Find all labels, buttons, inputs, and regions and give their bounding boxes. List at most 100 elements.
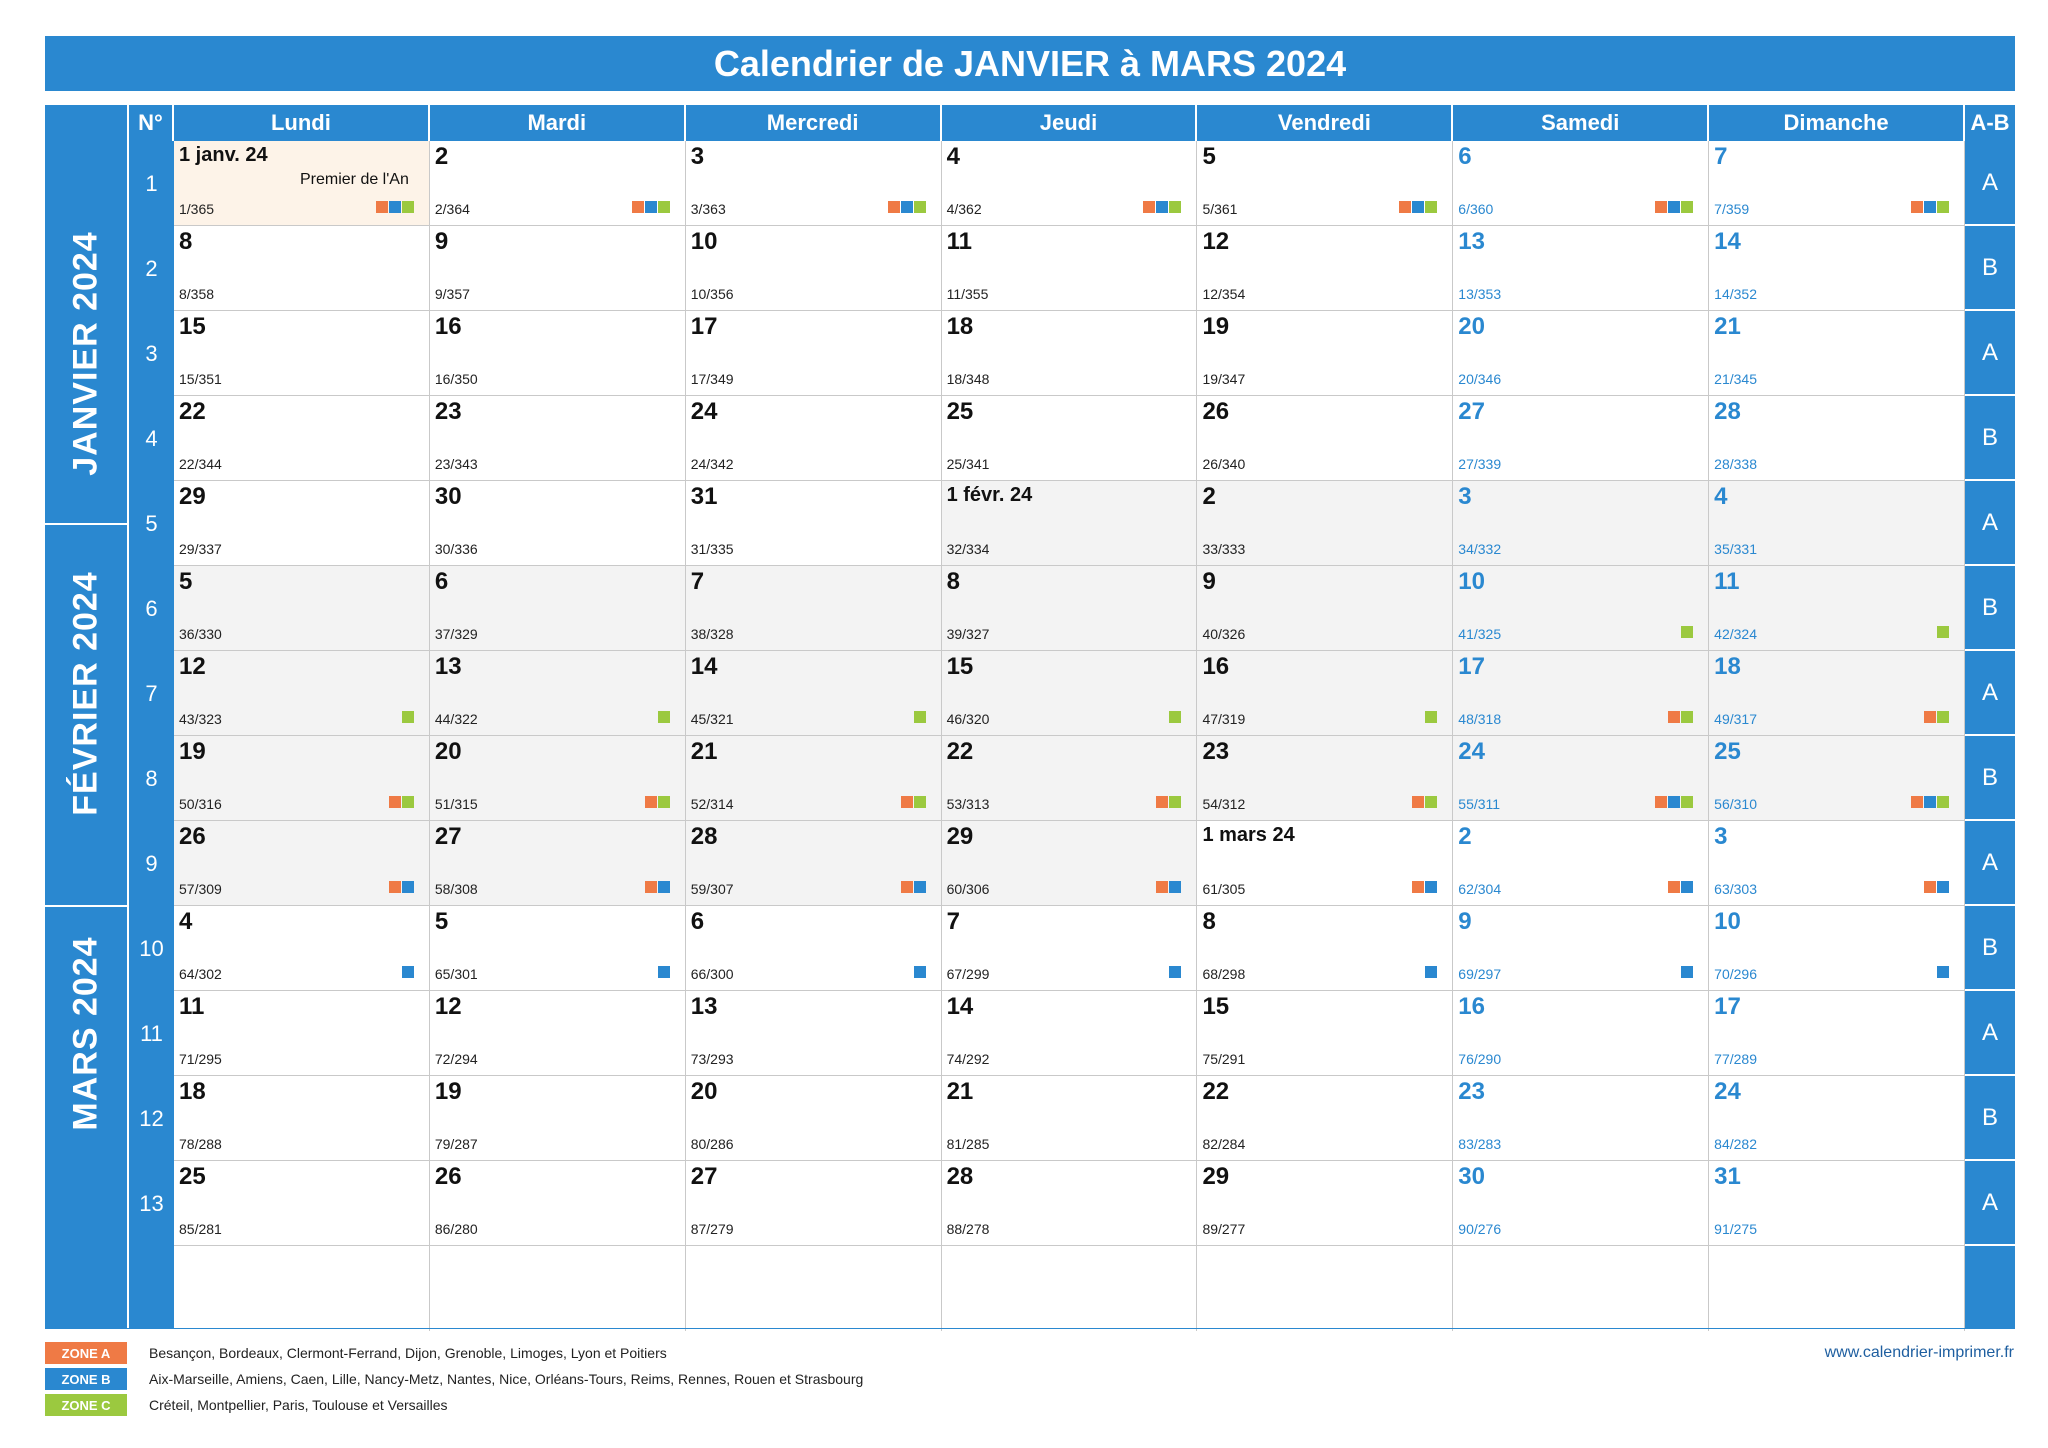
empty-day-cell[interactable] xyxy=(174,1246,430,1331)
day-cell[interactable]: 29 89/277 xyxy=(1197,1161,1454,1246)
empty-day-cell[interactable] xyxy=(1197,1246,1454,1331)
day-cell[interactable]: 1 janv. 24 Premier de l'An 1/365 xyxy=(174,141,430,226)
day-cell[interactable]: 13 73/293 xyxy=(685,991,942,1076)
empty-day-cell[interactable] xyxy=(686,1246,942,1331)
day-cell[interactable]: 1 mars 24 61/305 xyxy=(1197,821,1454,906)
day-cell[interactable]: 14 45/321 xyxy=(685,651,942,736)
day-cell[interactable]: 14 74/292 xyxy=(941,991,1198,1076)
day-cell[interactable]: 27 27/339 xyxy=(1453,396,1710,481)
day-cell[interactable]: 9 9/357 xyxy=(429,226,686,311)
day-cell[interactable]: 6 66/300 xyxy=(685,906,942,991)
day-cell[interactable]: 5 65/301 xyxy=(429,906,686,991)
day-cell[interactable]: 2 2/364 xyxy=(429,141,686,226)
day-cell[interactable]: 27 87/279 xyxy=(685,1161,942,1246)
day-cell[interactable]: 31 31/335 xyxy=(685,481,942,566)
day-cell[interactable]: 2 33/333 xyxy=(1197,481,1454,566)
day-number: 25 xyxy=(1714,738,1741,765)
day-cell[interactable]: 2 62/304 xyxy=(1453,821,1710,906)
day-cell[interactable]: 9 40/326 xyxy=(1197,566,1454,651)
day-cell[interactable]: 14 14/352 xyxy=(1709,226,1966,311)
day-cell[interactable]: 8 8/358 xyxy=(174,226,430,311)
day-cell[interactable]: 12 12/354 xyxy=(1197,226,1454,311)
day-cell[interactable]: 30 30/336 xyxy=(429,481,686,566)
day-cell[interactable]: 19 50/316 xyxy=(174,736,430,821)
day-cell[interactable]: 9 69/297 xyxy=(1453,906,1710,991)
day-cell[interactable]: 10 41/325 xyxy=(1453,566,1710,651)
day-cell[interactable]: 26 57/309 xyxy=(174,821,430,906)
day-cell[interactable]: 8 39/327 xyxy=(941,566,1198,651)
empty-day-cell[interactable] xyxy=(1709,1246,1966,1331)
day-cell[interactable]: 25 56/310 xyxy=(1709,736,1966,821)
day-cell[interactable]: 4 35/331 xyxy=(1709,481,1966,566)
day-cell[interactable]: 28 88/278 xyxy=(941,1161,1198,1246)
day-cell[interactable]: 16 16/350 xyxy=(429,311,686,396)
day-cell[interactable]: 31 91/275 xyxy=(1709,1161,1966,1246)
day-cell[interactable]: 21 21/345 xyxy=(1709,311,1966,396)
day-cell[interactable]: 15 15/351 xyxy=(174,311,430,396)
day-cell[interactable]: 20 20/346 xyxy=(1453,311,1710,396)
empty-day-cell[interactable] xyxy=(430,1246,686,1331)
day-cell[interactable]: 13 13/353 xyxy=(1453,226,1710,311)
day-cell[interactable]: 19 79/287 xyxy=(429,1076,686,1161)
day-cell[interactable]: 17 77/289 xyxy=(1709,991,1966,1076)
day-cell[interactable]: 24 84/282 xyxy=(1709,1076,1966,1161)
day-cell[interactable]: 3 63/303 xyxy=(1709,821,1966,906)
day-cell[interactable]: 15 46/320 xyxy=(941,651,1198,736)
day-cell[interactable]: 13 44/322 xyxy=(429,651,686,736)
day-cell[interactable]: 18 49/317 xyxy=(1709,651,1966,736)
day-cell[interactable]: 7 38/328 xyxy=(685,566,942,651)
day-cell[interactable]: 24 55/311 xyxy=(1453,736,1710,821)
day-cell[interactable]: 20 80/286 xyxy=(685,1076,942,1161)
day-cell[interactable]: 12 72/294 xyxy=(429,991,686,1076)
day-cell[interactable]: 11 71/295 xyxy=(174,991,430,1076)
day-cell[interactable]: 27 58/308 xyxy=(429,821,686,906)
day-cell[interactable]: 26 26/340 xyxy=(1197,396,1454,481)
day-cell[interactable]: 5 36/330 xyxy=(174,566,430,651)
day-cell[interactable]: 15 75/291 xyxy=(1197,991,1454,1076)
day-cell[interactable]: 19 19/347 xyxy=(1197,311,1454,396)
day-cell[interactable]: 5 5/361 xyxy=(1197,141,1454,226)
day-cell[interactable]: 22 82/284 xyxy=(1197,1076,1454,1161)
day-cell[interactable]: 23 83/283 xyxy=(1453,1076,1710,1161)
day-cell[interactable]: 6 6/360 xyxy=(1453,141,1710,226)
day-cell[interactable]: 8 68/298 xyxy=(1197,906,1454,991)
day-cell[interactable]: 23 23/343 xyxy=(429,396,686,481)
day-cell[interactable]: 21 52/314 xyxy=(685,736,942,821)
day-cell[interactable]: 11 11/355 xyxy=(941,226,1198,311)
day-cell[interactable]: 3 34/332 xyxy=(1453,481,1710,566)
day-cell[interactable]: 16 76/290 xyxy=(1453,991,1710,1076)
day-cell[interactable]: 29 60/306 xyxy=(941,821,1198,906)
day-cell[interactable]: 17 48/318 xyxy=(1453,651,1710,736)
day-cell[interactable]: 25 25/341 xyxy=(941,396,1198,481)
day-cell[interactable]: 30 90/276 xyxy=(1453,1161,1710,1246)
day-cell[interactable]: 3 3/363 xyxy=(685,141,942,226)
day-cell[interactable]: 16 47/319 xyxy=(1197,651,1454,736)
day-cell[interactable]: 21 81/285 xyxy=(941,1076,1198,1161)
day-cell[interactable]: 17 17/349 xyxy=(685,311,942,396)
day-cell[interactable]: 6 37/329 xyxy=(429,566,686,651)
day-cell[interactable]: 12 43/323 xyxy=(174,651,430,736)
day-cell[interactable]: 1 févr. 24 32/334 xyxy=(941,481,1198,566)
day-cell[interactable]: 10 10/356 xyxy=(685,226,942,311)
day-cell[interactable]: 11 42/324 xyxy=(1709,566,1966,651)
day-cell[interactable]: 28 28/338 xyxy=(1709,396,1966,481)
day-cell[interactable]: 7 67/299 xyxy=(941,906,1198,991)
day-cell[interactable]: 24 24/342 xyxy=(685,396,942,481)
day-cell[interactable]: 10 70/296 xyxy=(1709,906,1966,991)
day-cell[interactable]: 7 7/359 xyxy=(1709,141,1966,226)
day-cell[interactable]: 23 54/312 xyxy=(1197,736,1454,821)
day-cell[interactable]: 20 51/315 xyxy=(429,736,686,821)
day-cell[interactable]: 26 86/280 xyxy=(429,1161,686,1246)
day-cell[interactable]: 18 18/348 xyxy=(941,311,1198,396)
day-cell[interactable]: 4 64/302 xyxy=(174,906,430,991)
empty-day-cell[interactable] xyxy=(1453,1246,1710,1331)
website-link[interactable]: www.calendrier-imprimer.fr xyxy=(1824,1344,2014,1361)
day-cell[interactable]: 4 4/362 xyxy=(941,141,1198,226)
empty-day-cell[interactable] xyxy=(942,1246,1198,1331)
day-cell[interactable]: 18 78/288 xyxy=(174,1076,430,1161)
day-cell[interactable]: 22 53/313 xyxy=(941,736,1198,821)
day-cell[interactable]: 29 29/337 xyxy=(174,481,430,566)
day-cell[interactable]: 25 85/281 xyxy=(174,1161,430,1246)
day-cell[interactable]: 22 22/344 xyxy=(174,396,430,481)
day-cell[interactable]: 28 59/307 xyxy=(685,821,942,906)
